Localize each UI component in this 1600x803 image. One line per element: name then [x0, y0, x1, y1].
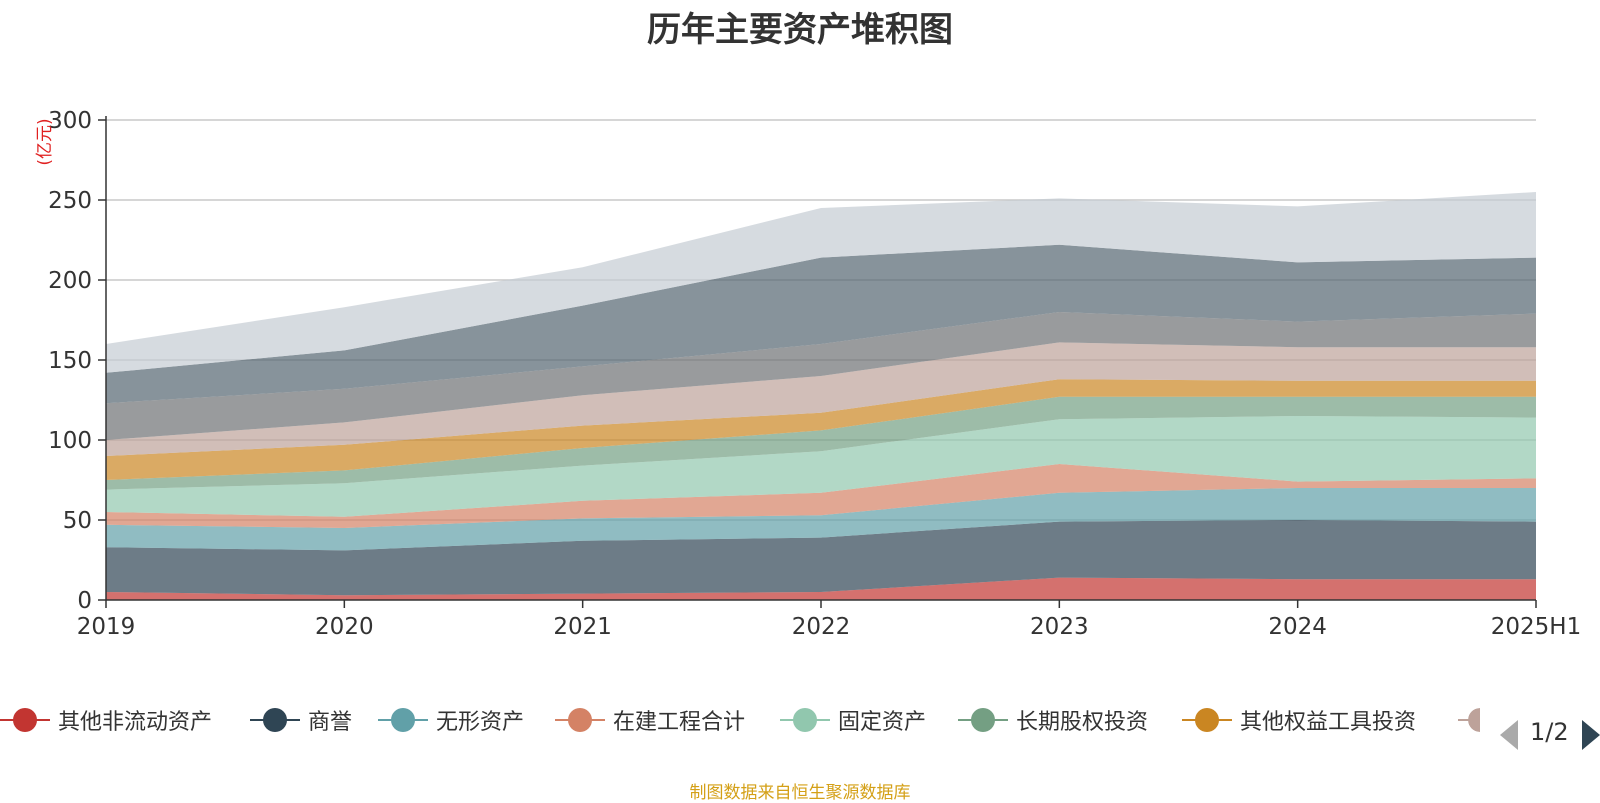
- legend-marker-icon: [0, 700, 50, 740]
- legend-item[interactable]: 商誉: [250, 700, 352, 740]
- x-tick-label: 2020: [315, 614, 374, 640]
- legend-prev-page-icon[interactable]: [1500, 720, 1518, 750]
- legend-marker-icon: [555, 700, 605, 740]
- legend-marker-icon: [780, 700, 830, 740]
- legend-marker-icon: [378, 700, 428, 740]
- area-series-7: [106, 379, 1536, 480]
- x-tick-label: 2022: [792, 614, 851, 640]
- legend-marker-icon: [958, 700, 1008, 740]
- legend-partial-line: [1458, 719, 1470, 721]
- area-series-5: [106, 416, 1536, 517]
- legend-next-page-icon[interactable]: [1582, 720, 1600, 750]
- legend-item[interactable]: 在建工程合计: [555, 700, 745, 740]
- legend-label: 其他权益工具投资: [1240, 710, 1417, 735]
- legend-label: 固定资产: [838, 710, 927, 735]
- y-axis-unit-label: (亿元): [35, 118, 55, 165]
- x-tick-label: 2021: [553, 614, 612, 640]
- legend-label: 无形资产: [436, 710, 525, 735]
- legend-label: 其他非流动资产: [58, 710, 213, 735]
- x-tick-label: 2019: [77, 614, 136, 640]
- area-series-1: [106, 577, 1536, 600]
- legend-item[interactable]: 长期股权投资: [958, 700, 1148, 740]
- legend-label: 长期股权投资: [1016, 710, 1149, 735]
- legend-item[interactable]: 其他非流动资产: [0, 700, 212, 740]
- x-tick-label: 2025H1: [1491, 614, 1581, 640]
- stacked-areas: [106, 192, 1536, 600]
- legend: 其他非流动资产 商誉 无形资产 在建工程合计 固定资产 长期股权投资 其他权益工具投资: [0, 700, 1600, 740]
- chart-title: 历年主要资产堆积图: [647, 10, 953, 50]
- source-note: 制图数据来自恒生聚源数据库: [689, 783, 911, 803]
- chart-plot: 0 50 100 150 200 250 300 2019 2020 2021 2022 2023 20…: [35, 108, 1581, 640]
- y-tick-label: 50: [63, 508, 92, 534]
- y-tick-label: 100: [48, 428, 92, 454]
- legend-item[interactable]: 其他权益工具投资: [1182, 700, 1416, 740]
- area-series-11: [106, 192, 1536, 373]
- x-tick-label: 2024: [1268, 614, 1327, 640]
- legend-label: 在建工程合计: [613, 710, 746, 735]
- y-tick-label: 200: [48, 268, 92, 294]
- area-series-4: [106, 464, 1536, 528]
- area-series-6: [106, 396, 1536, 490]
- y-tick-label: 150: [48, 348, 92, 374]
- area-series-9: [106, 312, 1536, 440]
- legend-item[interactable]: 固定资产: [780, 700, 926, 740]
- legend-pager: 1/2: [1500, 716, 1600, 756]
- legend-marker-icon: [250, 700, 300, 740]
- y-tick-label: 250: [48, 188, 92, 214]
- legend-partial-marker-icon: [1468, 708, 1492, 732]
- x-tick-label: 2023: [1030, 614, 1089, 640]
- legend-marker-icon: [1182, 700, 1232, 740]
- axes: 0 50 100 150 200 250 300 2019 2020 2021 2022 2023 20…: [48, 108, 1581, 640]
- area-series-2: [106, 520, 1536, 596]
- area-series-8: [106, 342, 1536, 456]
- y-tick-label: 0: [77, 588, 92, 614]
- area-series-3: [106, 488, 1536, 551]
- y-tick-label: 300: [48, 108, 92, 134]
- legend-label: 商誉: [308, 710, 353, 735]
- legend-page-indicator: 1/2: [1530, 718, 1569, 746]
- legend-item[interactable]: 无形资产: [378, 700, 524, 740]
- area-series-10: [106, 244, 1536, 404]
